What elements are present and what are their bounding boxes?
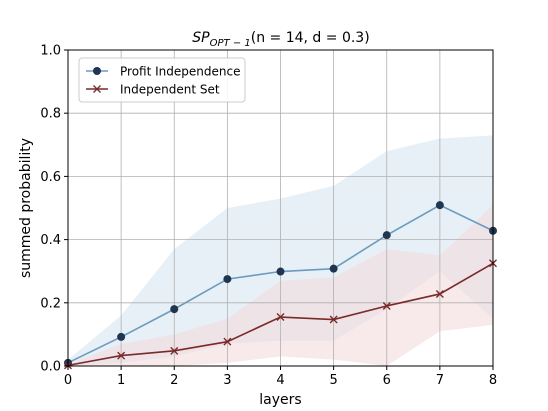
x-tick-label-4: 4: [276, 373, 284, 388]
y-tick-label-3: 0.6: [40, 170, 61, 185]
chart-title-args: (n = 14, d = 0.3): [251, 30, 370, 46]
point-profit-independence-5: [329, 264, 338, 273]
y-tick-label-0: 0.0: [40, 360, 61, 375]
x-tick-label-5: 5: [329, 373, 337, 388]
point-independent-set-3: [223, 337, 232, 346]
y-tick-label-1: 0.2: [40, 296, 61, 311]
legend: Profit Independence Independent Set: [78, 57, 246, 103]
point-profit-independence-7: [435, 201, 444, 210]
point-profit-independence-4: [276, 267, 285, 276]
legend-marker-independent-set: [93, 85, 101, 93]
legend-label-independent-set: Independent Set: [120, 83, 220, 97]
point-independent-set-4: [276, 313, 285, 322]
point-profit-independence-1: [117, 332, 126, 341]
series-markers: [64, 201, 497, 370]
y-tick-label-5: 1.0: [40, 44, 61, 59]
point-independent-set-1: [117, 351, 126, 360]
x-axis-label: layers: [259, 392, 301, 408]
legend-label-profit-independence: Profit Independence: [120, 65, 240, 79]
x-tick-label-1: 1: [117, 373, 125, 388]
y-tick-label-2: 0.4: [40, 233, 61, 248]
point-profit-independence-6: [382, 231, 391, 240]
chart-title-subscript: OPT − 1: [210, 38, 251, 49]
x-tick-label-0: 0: [64, 373, 72, 388]
point-profit-independence-3: [223, 275, 232, 284]
point-independent-set-2: [170, 346, 179, 355]
x-axis-ticks: 0 1 2 3 4 5 6 7 8: [64, 366, 497, 388]
x-tick-label-6: 6: [383, 373, 391, 388]
legend-box: [78, 57, 246, 103]
y-tick-label-4: 0.8: [40, 107, 61, 122]
y-axis-label: summed probability: [18, 138, 34, 278]
y-axis-ticks: 0.0 0.2 0.4 0.6 0.8 1.0: [40, 44, 68, 375]
chart-title-prefix: SP: [192, 30, 210, 46]
x-tick-label-2: 2: [170, 373, 178, 388]
point-independent-set-7: [435, 289, 444, 298]
x-tick-label-3: 3: [223, 373, 231, 388]
chart-title: SPOPT − 1(n = 14, d = 0.3): [192, 30, 369, 49]
point-independent-set-6: [382, 301, 391, 310]
point-independent-set-5: [329, 315, 338, 324]
legend-marker-profit-independence: [93, 67, 101, 75]
x-tick-label-7: 7: [436, 373, 444, 388]
point-profit-independence-2: [170, 305, 179, 314]
x-tick-label-8: 8: [489, 373, 497, 388]
